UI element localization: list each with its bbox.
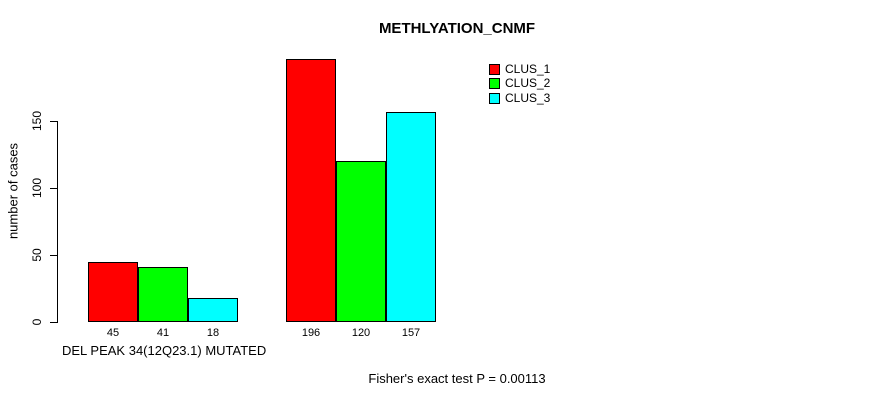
y-tick (50, 254, 57, 256)
bar-value-label: 120 (351, 327, 371, 339)
x-axis-label: DEL PEAK 34(12Q23.1) MUTATED (62, 343, 267, 358)
bar-clus-3-group-1 (188, 297, 238, 322)
legend-swatch-clus-3 (489, 92, 500, 104)
y-tick (50, 187, 57, 189)
chart-title: METHLYATION_CNMF (378, 20, 536, 37)
y-tick (50, 321, 57, 323)
y-axis-line (57, 121, 58, 323)
y-tick (50, 120, 57, 122)
legend-label: CLUS_3 (505, 90, 551, 105)
bar-clus-3-group-2 (386, 111, 436, 322)
legend: CLUS_1 CLUS_2 CLUS_3 (489, 62, 551, 107)
bar-value-label: 41 (156, 327, 170, 339)
bar-clus-2-group-1 (138, 267, 188, 322)
legend-swatch-clus-2 (489, 78, 500, 90)
bar-value-label: 196 (301, 327, 321, 339)
bar-clus-2-group-2 (336, 161, 386, 322)
legend-row: CLUS_3 (489, 90, 551, 105)
legend-label: CLUS_1 (505, 62, 551, 76)
bar-value-label: 157 (401, 327, 421, 339)
annotation-text: Fisher's exact test P = 0.00113 (368, 371, 546, 386)
bar-value-label: 18 (206, 327, 220, 339)
bar-value-label: 45 (106, 327, 120, 339)
legend-row: CLUS_1 (489, 62, 551, 76)
legend-row: CLUS_2 (489, 76, 551, 91)
bar-clus-1-group-1 (88, 261, 138, 322)
legend-swatch-clus-1 (489, 64, 500, 75)
legend-label: CLUS_2 (505, 76, 551, 91)
bar-clus-1-group-2 (286, 59, 336, 322)
